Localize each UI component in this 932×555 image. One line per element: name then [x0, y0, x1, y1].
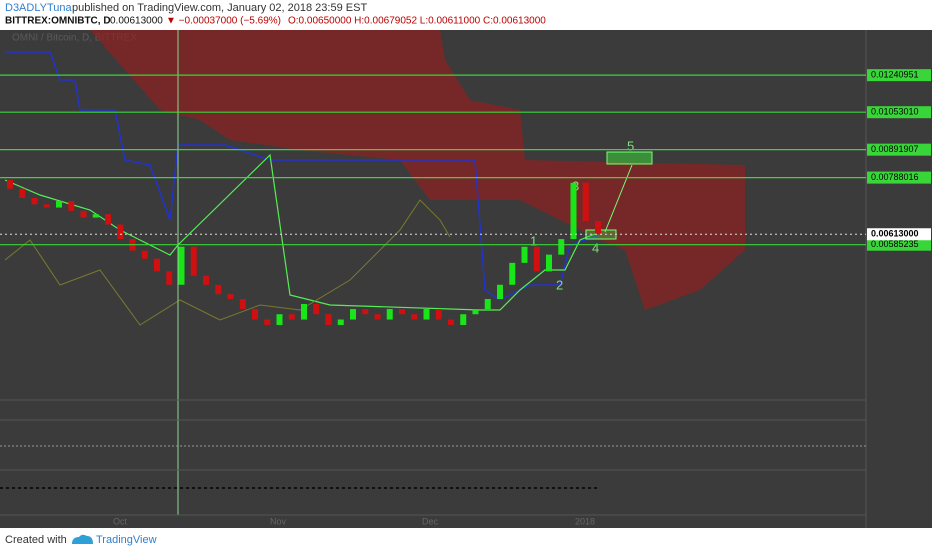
watermark: OMNI / Bitcoin, D, BITTREX — [12, 33, 137, 44]
candle-body — [154, 258, 160, 272]
x-tick-label: 2018 — [575, 516, 595, 526]
logo — [72, 534, 93, 544]
candle-body — [92, 214, 99, 218]
wave-label: 4 — [592, 240, 599, 255]
level-tag — [867, 106, 931, 119]
candle-body — [472, 309, 479, 315]
author[interactable]: D3ADLYTuna — [5, 2, 73, 14]
last-price-tag — [867, 228, 931, 241]
candle-body — [497, 284, 503, 300]
candle-body — [288, 314, 295, 320]
candle-body — [80, 210, 87, 218]
candle-body — [399, 309, 405, 315]
level-label: 0.00585235 — [871, 239, 919, 249]
candle-body — [141, 250, 148, 259]
wave-label: 5 — [627, 138, 634, 153]
candle-body — [252, 309, 258, 320]
x-tick-label: Dec — [422, 516, 439, 526]
wave-label: 1 — [530, 233, 537, 248]
candle-body — [239, 299, 246, 310]
candle-body — [448, 319, 454, 325]
candle-body — [362, 309, 369, 315]
target-box — [606, 151, 653, 165]
candle-body — [484, 299, 491, 310]
level-tag — [867, 143, 931, 156]
candle-body — [215, 284, 222, 295]
x-tick-label: Nov — [270, 516, 287, 526]
candle-body — [31, 197, 38, 205]
candle-body — [19, 188, 26, 198]
candle-body — [423, 309, 430, 320]
candle-body — [264, 319, 271, 325]
candle-body — [337, 319, 344, 325]
candle-body — [43, 204, 50, 208]
level-tag — [867, 69, 931, 82]
published: published on TradingView.com, January 02… — [72, 2, 367, 14]
level-label: 0.01240951 — [871, 70, 919, 80]
candle-body — [56, 201, 62, 208]
level-tag — [867, 238, 931, 251]
candle-body — [313, 303, 320, 315]
x-tick-label: Oct — [113, 516, 128, 526]
base-line — [5, 51, 601, 301]
candle-body — [325, 314, 332, 325]
candle-body — [509, 262, 516, 285]
candle-body — [595, 221, 601, 235]
header-bg — [0, 0, 932, 30]
level-label: 0.00788016 — [871, 172, 919, 182]
level-tag — [867, 171, 931, 184]
candle-body — [105, 214, 111, 225]
candle-body — [570, 182, 577, 240]
level-label: 0.00891907 — [871, 144, 919, 154]
last: 0.00613000 — [110, 16, 163, 27]
candle-body — [276, 314, 283, 325]
candle-body — [166, 271, 173, 285]
candle-body — [582, 182, 589, 222]
change: ▼ −0.00037000 (−5.69%) — [166, 16, 281, 27]
symbol: BITTREX:OMNIBTC, D — [5, 16, 111, 27]
candle-body — [558, 239, 565, 255]
projection-line — [604, 164, 633, 233]
candle-body — [227, 294, 234, 300]
footer-brand[interactable]: TradingView — [96, 534, 157, 546]
wave-label: 2 — [556, 277, 563, 292]
candle-body — [301, 303, 307, 320]
last-price-label: 0.00613000 — [871, 229, 919, 239]
candle-body — [374, 314, 381, 320]
ohlc: O:0.00650000 H:0.00679052 L:0.00611000 C… — [288, 16, 546, 27]
candle-body — [386, 309, 393, 320]
candle-body — [117, 224, 124, 240]
cloud — [90, 30, 745, 310]
candle-body — [460, 314, 467, 325]
candle-body — [546, 254, 552, 272]
candle-body — [435, 309, 442, 320]
footer-bg — [0, 528, 932, 550]
candle-body — [7, 179, 13, 189]
level-label: 0.01053010 — [871, 107, 919, 117]
candle-body — [178, 246, 185, 285]
lagging-line — [4, 199, 451, 326]
candle-body — [521, 246, 528, 263]
candle-body — [411, 314, 418, 320]
candle-body — [350, 309, 356, 320]
footer-created: Created with — [5, 534, 67, 546]
candle-body — [68, 201, 75, 211]
candle-body — [190, 246, 197, 276]
candle-body — [533, 246, 540, 272]
candle-body — [203, 275, 209, 285]
